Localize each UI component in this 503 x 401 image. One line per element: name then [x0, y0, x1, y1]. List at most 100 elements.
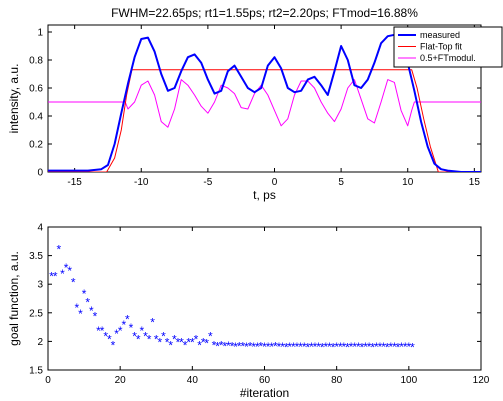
data-point-marker: * [284, 341, 289, 355]
data-point-marker: * [291, 340, 296, 354]
x-tick-label: 40 [187, 375, 199, 386]
data-point-marker: * [388, 340, 393, 354]
legend-label: measured [420, 30, 460, 40]
data-point-marker: * [49, 270, 54, 284]
data-point-marker: * [287, 340, 292, 354]
data-point-marker: * [316, 340, 321, 354]
data-point-marker: * [222, 339, 227, 353]
goal-function-plot: 0 20 40 60 80 100 120 1.5 2 2.5 3 3.5 4 #iteration goa… [7, 223, 490, 401]
y-tick-label: 1 [37, 28, 43, 39]
data-point-marker: * [96, 324, 101, 338]
data-point-marker: * [313, 340, 318, 354]
data-point-marker: * [381, 340, 386, 354]
data-point-marker: * [114, 327, 119, 341]
x-tick-label: 0 [272, 177, 278, 188]
data-point-marker: * [75, 301, 80, 315]
data-point-marker: * [129, 321, 134, 335]
data-point-marker: * [176, 335, 181, 349]
data-point-marker: * [305, 341, 310, 355]
data-point-marker: * [53, 270, 58, 284]
data-point-marker: * [345, 341, 350, 355]
data-point-marker: * [78, 307, 83, 321]
data-point-marker: * [233, 340, 238, 354]
legend-label: Flat-Top fit [420, 42, 463, 52]
data-point-marker: * [172, 333, 177, 347]
data-point-marker: * [71, 275, 76, 289]
data-point-marker: * [298, 340, 303, 354]
data-point-marker: * [324, 340, 329, 354]
data-point-marker: * [360, 341, 365, 355]
data-point-marker: * [410, 341, 415, 355]
data-point-marker: * [399, 340, 404, 354]
data-point-marker: * [363, 340, 368, 354]
data-point-marker: * [370, 341, 375, 355]
data-point-marker: * [132, 330, 137, 344]
data-point-marker: * [139, 324, 144, 338]
data-point-marker: * [143, 330, 148, 344]
data-point-marker: * [406, 340, 411, 354]
data-point-marker: * [89, 304, 94, 318]
x-tick-label: 10 [402, 177, 414, 188]
data-point-marker: * [168, 338, 173, 352]
data-point-marker: * [219, 338, 224, 352]
data-point-marker: * [56, 243, 61, 257]
data-point-marker: * [352, 340, 357, 354]
data-point-marker: * [147, 333, 152, 347]
data-point-marker: * [230, 339, 235, 353]
x-tick-label: 120 [473, 375, 490, 386]
x-tick-label: 5 [338, 177, 344, 188]
data-point-marker: * [403, 340, 408, 354]
data-point-marker: * [67, 264, 72, 278]
y-tick-label: 0 [37, 168, 43, 179]
data-point-marker: * [118, 324, 123, 338]
data-point-marker: * [302, 340, 307, 354]
x-tick-label: -10 [134, 177, 149, 188]
data-point-marker: * [150, 315, 155, 329]
data-point-marker: * [190, 335, 195, 349]
data-point-marker: * [269, 340, 274, 354]
chart-title: FWHM=22.65ps; rt1=1.55ps; rt2=2.20ps; FT… [111, 6, 418, 20]
data-point-marker: * [385, 341, 390, 355]
y-tick-label: 2.5 [29, 308, 43, 319]
series-line-1 [48, 69, 481, 172]
x-tick-label: 100 [400, 375, 417, 386]
x-axis-label: t, ps [253, 188, 276, 202]
series-line-2 [48, 79, 481, 128]
data-point-marker: * [60, 267, 65, 281]
data-point-marker: * [93, 310, 98, 324]
data-point-marker: * [392, 340, 397, 354]
data-point-marker: * [121, 318, 126, 332]
data-point-marker: * [85, 295, 90, 309]
data-point-marker: * [266, 340, 271, 354]
data-point-marker: * [378, 340, 383, 354]
data-point-marker: * [158, 335, 163, 349]
data-point-marker: * [183, 338, 188, 352]
data-point-marker: * [367, 340, 372, 354]
y-tick-label: 0.4 [29, 112, 43, 123]
data-point-marker: * [179, 335, 184, 349]
x-tick-label: -5 [203, 177, 212, 188]
data-point-marker: * [349, 340, 354, 354]
data-point-marker: * [295, 340, 300, 354]
data-point-marker: * [320, 341, 325, 355]
data-point-marker: * [327, 340, 332, 354]
data-point-marker: * [255, 340, 260, 354]
data-point-marker: * [356, 340, 361, 354]
y-axis-label: intensity, a.u. [7, 64, 21, 134]
data-point-marker: * [237, 339, 242, 353]
y-tick-label: 3 [37, 280, 43, 291]
data-point-marker: * [374, 340, 379, 354]
data-point-marker: * [100, 324, 105, 338]
data-point-marker: * [111, 338, 116, 352]
data-point-marker: * [280, 340, 285, 354]
y-tick-label: 2 [37, 337, 43, 348]
data-point-marker: * [165, 335, 170, 349]
legend-label: 0.5+FTmodul. [420, 53, 476, 63]
x-axis-label: #iteration [240, 386, 289, 400]
data-point-marker: * [103, 330, 108, 344]
data-point-marker: * [125, 313, 130, 327]
y-tick-label: 0.6 [29, 84, 43, 95]
x-tick-label: 60 [259, 375, 271, 386]
data-point-marker: * [226, 339, 231, 353]
